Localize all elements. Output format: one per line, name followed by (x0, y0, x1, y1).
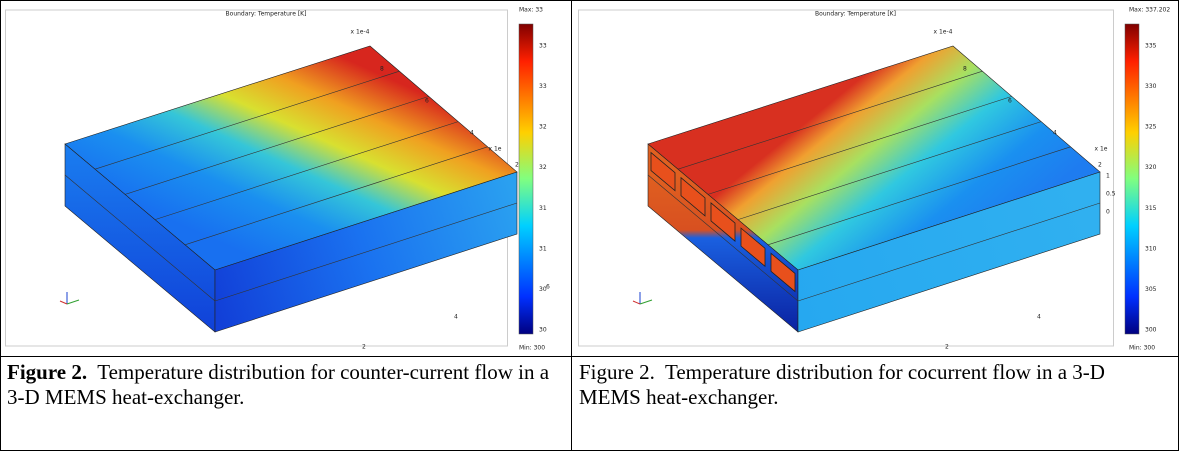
caption: Figure 2. Temperature distribution for c… (7, 360, 552, 410)
channel-inlet (650, 151, 676, 192)
colorbar-tick-label: 310 (1145, 245, 1157, 252)
colorbar-tick-label: 33 (539, 83, 547, 90)
axis-tick-label: 6 (1008, 98, 1012, 105)
triad-axis (632, 300, 641, 305)
colorbar-tick-label: 33 (539, 43, 547, 50)
axis-tick-label: 2 (515, 162, 519, 169)
axis-label: x 1e (1095, 146, 1108, 153)
caption-label: Figure 2. (579, 360, 655, 384)
colorbar-tick-label: 320 (1145, 164, 1157, 171)
axis-tick-label: 8 (380, 66, 384, 73)
colorbar (518, 23, 534, 335)
channel-line (767, 146, 1071, 246)
layer-line (647, 174, 799, 302)
column-divider (571, 0, 572, 451)
axis-tick-label: 8 (963, 66, 967, 73)
triad-axis (639, 299, 653, 305)
layer-line (64, 174, 216, 302)
channel-line (677, 70, 983, 170)
colorbar-tick-label: 335 (1145, 43, 1157, 50)
row-divider (0, 356, 1179, 357)
layer-line (797, 202, 1101, 302)
colorbar-tick-label: 30 (539, 327, 547, 334)
channel-line (154, 121, 459, 220)
axis-tick-label: 6 (546, 284, 550, 291)
caption-label: Figure 2. (7, 360, 88, 384)
triad-axis (66, 299, 80, 305)
triad-axis (59, 300, 68, 305)
axis-label: x 1e-4 (351, 29, 370, 36)
axis-tick-label: 4 (470, 130, 474, 137)
axis-tick-label: 4 (454, 314, 458, 321)
colorbar-tick-label: 31 (539, 205, 547, 212)
plot-title: Boundary: Temperature [K] (815, 11, 896, 18)
axis-tick-label: 4 (1037, 314, 1041, 321)
axis-tick-label: 2 (945, 344, 949, 351)
colorbar-tick-label: 32 (539, 164, 547, 171)
axis-tick-label: 4 (1053, 130, 1057, 137)
axis-tick-label: 0.5 (1106, 191, 1116, 198)
colorbar-tick-label: 31 (539, 245, 547, 252)
colorbar-tick-label: 300 (1145, 327, 1157, 334)
channel-line (94, 70, 400, 170)
colorbar-tick-label: 32 (539, 124, 547, 131)
colorbar-max: Max: 33 (519, 7, 543, 14)
channel-inlet (740, 227, 766, 268)
colorbar-min: Min: 300 (519, 345, 545, 352)
channel-inlet (710, 202, 736, 242)
caption-text: Temperature distribution for cocurrent f… (579, 360, 1105, 409)
channel-inlet (770, 252, 796, 293)
axis-tick-label: 0 (1106, 209, 1110, 216)
channel-line (737, 121, 1042, 220)
colorbar-tick-label: 325 (1145, 124, 1157, 131)
colorbar (1124, 23, 1140, 335)
colorbar-max: Max: 337.202 (1129, 7, 1170, 14)
axis-label: x 1e-4 (934, 29, 953, 36)
caption: Figure 2. Temperature distribution for c… (579, 360, 1159, 410)
colorbar-tick-label: 330 (1145, 83, 1157, 90)
axis-tick-label: 2 (362, 344, 366, 351)
channel-line (124, 96, 429, 195)
axis-tick-label: 6 (425, 98, 429, 105)
colorbar-tick-label: 315 (1145, 205, 1157, 212)
layer-line (214, 202, 518, 302)
axis-tick-label: 2 (1098, 162, 1102, 169)
caption-text: Temperature distribution for counter-cur… (7, 360, 550, 409)
figure-image: Boundary: Temperature [K]x 1e-4x 1e86420… (5, 4, 567, 352)
plot-title: Boundary: Temperature [K] (226, 11, 307, 18)
figure-image: Boundary: Temperature [K] x 1e-4 x 1e 8 6 4 2 0… (578, 4, 1173, 352)
colorbar-min: Min: 300 (1129, 345, 1155, 352)
channel-line (707, 96, 1012, 195)
axis-tick-label: 1 (1106, 173, 1110, 180)
channel-inlet (680, 176, 706, 217)
colorbar-tick-label: 30 (539, 286, 547, 293)
channel-line (184, 146, 488, 246)
axis-label: x 1e (489, 146, 502, 153)
colorbar-tick-label: 305 (1145, 286, 1157, 293)
